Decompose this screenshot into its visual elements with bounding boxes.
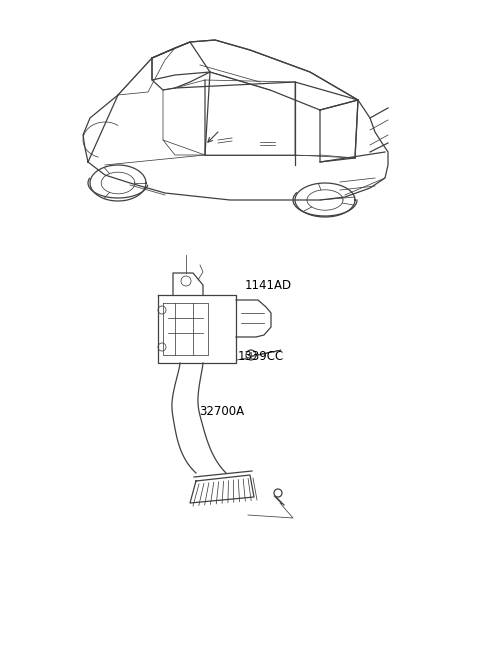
Text: 1339CC: 1339CC [238, 350, 284, 363]
Text: 1141AD: 1141AD [245, 279, 292, 292]
Text: 32700A: 32700A [199, 405, 244, 419]
